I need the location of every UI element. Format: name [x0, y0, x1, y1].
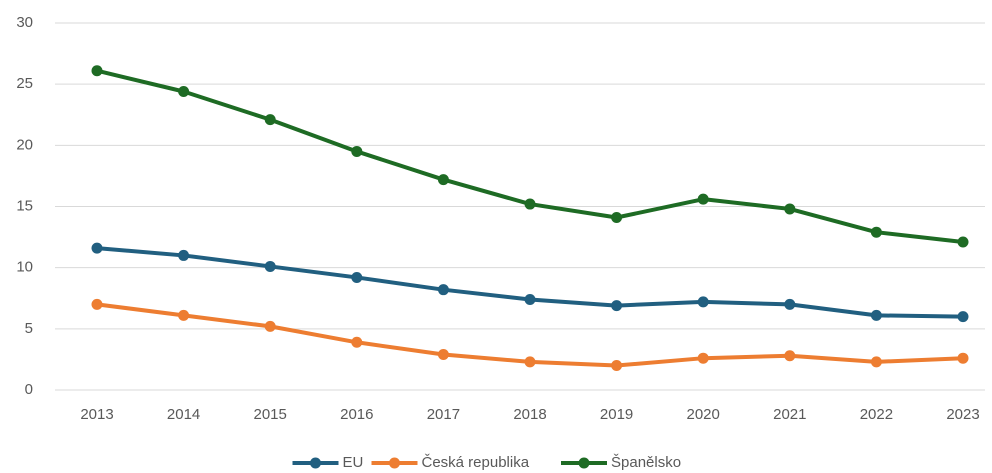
legend-marker	[389, 457, 400, 469]
x-tick-label: 2019	[600, 406, 633, 423]
x-tick-label: 2021	[773, 406, 806, 423]
data-point	[870, 309, 882, 321]
data-point	[351, 336, 363, 348]
x-tick-label: 2022	[860, 406, 893, 423]
legend-label: Španělsko	[611, 454, 681, 471]
data-point	[611, 212, 623, 224]
data-point	[611, 300, 623, 312]
x-tick-label: 2016	[340, 406, 373, 423]
data-point	[437, 349, 449, 361]
data-point	[957, 311, 969, 323]
data-point	[784, 350, 796, 362]
data-point	[264, 320, 276, 332]
data-point	[437, 174, 449, 186]
data-point	[957, 236, 969, 248]
y-tick-label: 25	[16, 75, 33, 92]
legend-label: EU	[343, 454, 364, 471]
series-line	[96, 68, 964, 244]
x-tick-label: 2013	[80, 406, 113, 423]
data-point	[91, 242, 103, 254]
data-point	[524, 356, 536, 368]
legend-label: Česká republika	[422, 454, 530, 471]
y-tick-label: 0	[25, 381, 33, 398]
data-point	[697, 296, 709, 308]
data-point	[264, 260, 276, 272]
data-point	[611, 360, 623, 372]
data-point	[178, 86, 190, 98]
x-tick-label: 2014	[167, 406, 200, 423]
x-tick-label: 2020	[687, 406, 720, 423]
x-tick-label: 2023	[946, 406, 979, 423]
data-point	[351, 145, 363, 157]
series-line	[96, 246, 964, 319]
data-point	[264, 114, 276, 126]
y-tick-label: 20	[16, 136, 33, 153]
data-point	[437, 284, 449, 296]
x-tick-label: 2015	[254, 406, 287, 423]
data-point	[178, 309, 190, 321]
data-point	[784, 298, 796, 310]
data-point	[957, 352, 969, 364]
y-tick-label: 15	[16, 197, 33, 214]
y-tick-label: 5	[25, 320, 33, 337]
data-point	[697, 193, 709, 205]
data-point	[870, 226, 882, 238]
y-tick-label: 10	[16, 259, 33, 276]
data-point	[784, 203, 796, 215]
series-line	[96, 302, 964, 368]
data-point	[178, 249, 190, 261]
data-point	[870, 356, 882, 368]
data-point	[91, 65, 103, 77]
legend-marker	[578, 457, 590, 469]
data-point	[524, 198, 536, 210]
data-point	[524, 293, 536, 305]
legend-marker	[310, 457, 321, 469]
data-point	[91, 298, 103, 310]
x-tick-label: 2017	[427, 406, 460, 423]
x-tick-label: 2018	[513, 406, 546, 423]
y-tick-label: 30	[16, 14, 33, 31]
data-point	[351, 271, 363, 283]
data-point	[697, 352, 709, 364]
